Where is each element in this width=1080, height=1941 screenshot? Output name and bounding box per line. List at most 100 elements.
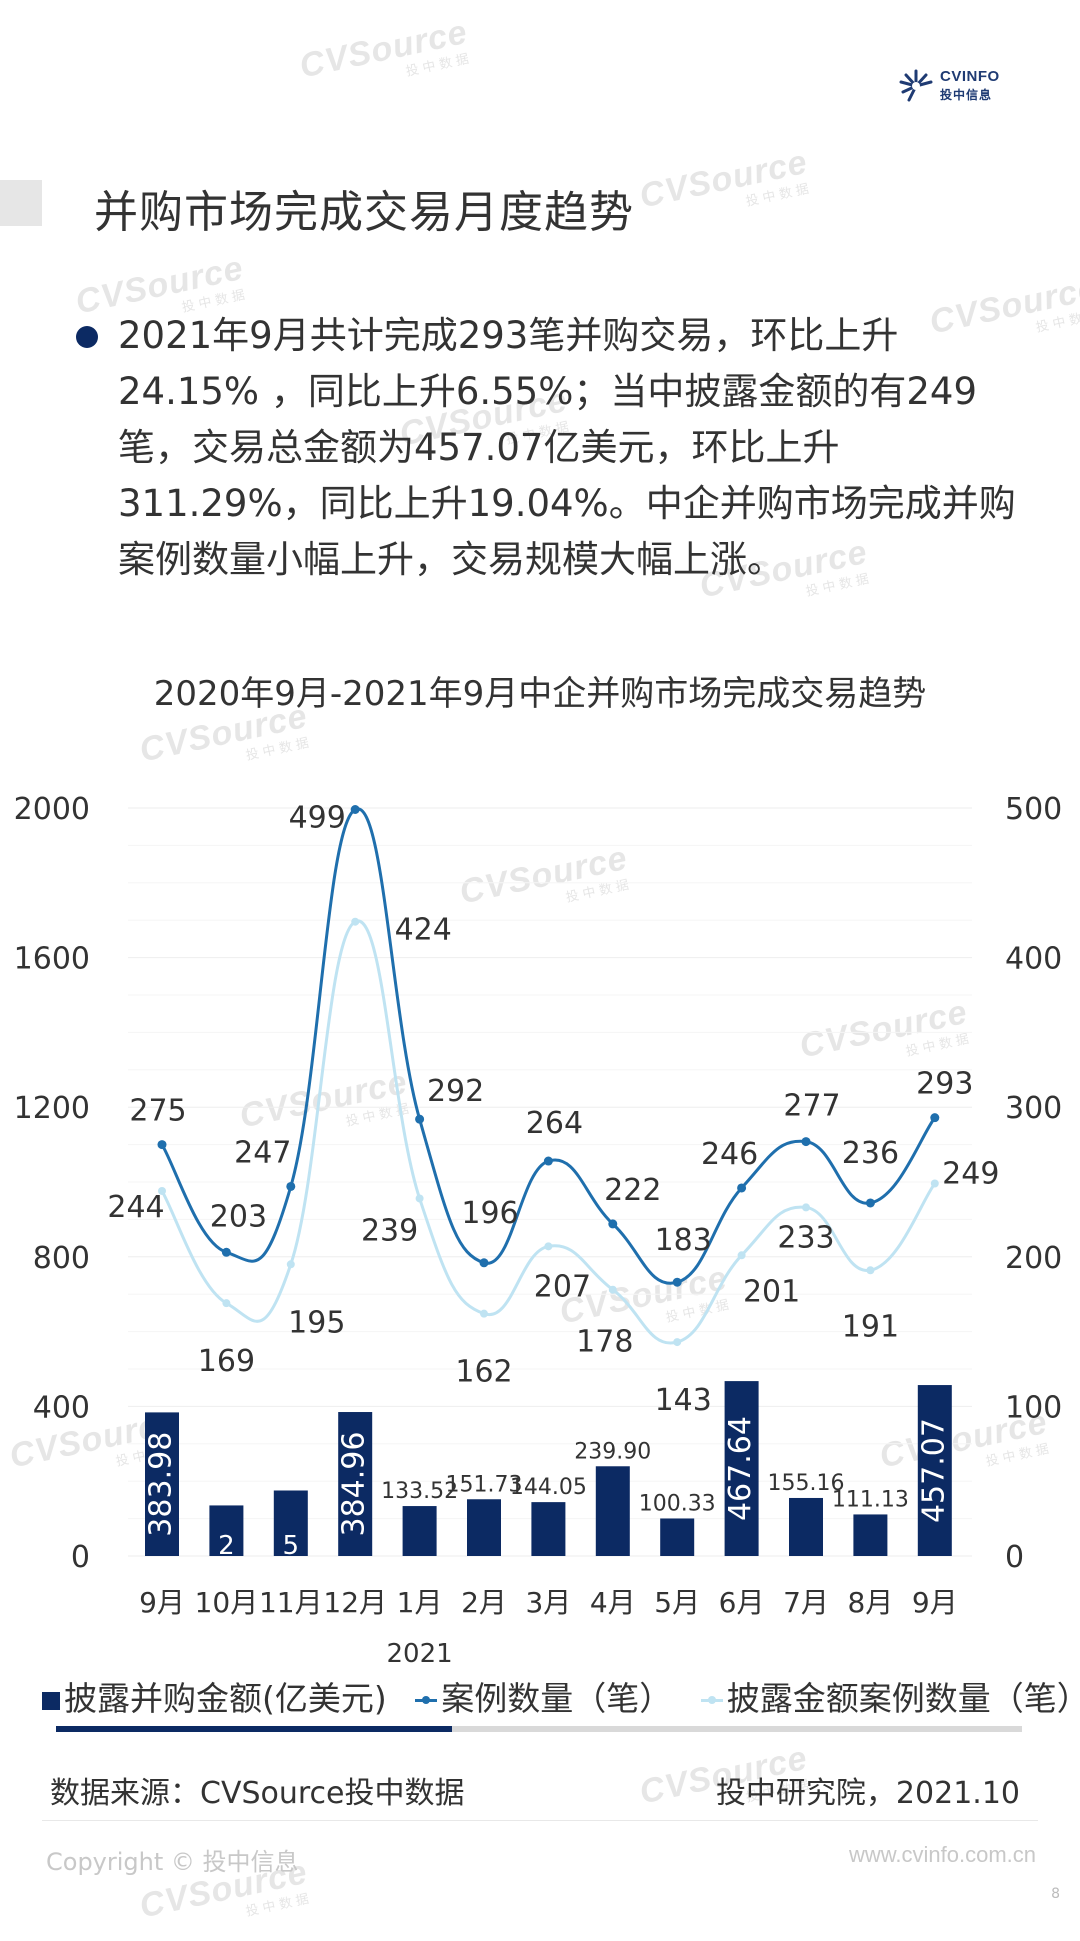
disclosed-count-point	[608, 1285, 617, 1294]
y-right-tick-label: 500	[1005, 792, 1062, 827]
amount-bar	[789, 1497, 823, 1556]
disclosed-count-label: 191	[842, 1309, 899, 1344]
y-left-tick-label: 1600	[14, 942, 90, 977]
deal-count-point	[350, 804, 360, 814]
deal-count-label: 264	[526, 1106, 583, 1141]
bar-data-label: 155.16	[768, 1471, 845, 1496]
x-tick-label: 2月	[461, 1586, 507, 1619]
deal-count-point	[801, 1137, 811, 1147]
y-right-tick-label: 200	[1005, 1241, 1062, 1276]
amount-bar	[917, 1385, 952, 1556]
disclosed-count-label: 424	[395, 913, 452, 948]
deal-count-point	[930, 1113, 940, 1123]
disclosed-count-label: 207	[534, 1269, 591, 1304]
company-logo: CVINFO 投中信息	[898, 66, 1018, 106]
disclosed-count-point	[930, 1179, 939, 1188]
x-tick-label: 11月	[259, 1586, 323, 1619]
legend-label: 披露并购金额(亿美元)	[64, 1679, 387, 1718]
institute-date: 投中研究院，2021.10	[715, 1776, 1020, 1811]
x-tick-label: 7月	[783, 1586, 829, 1619]
amount-bar	[145, 1412, 179, 1556]
deal-count-label: 222	[604, 1173, 661, 1208]
disclosed-count-label: 239	[361, 1213, 418, 1248]
amount-bar	[853, 1514, 888, 1556]
x-tick-label: 5月	[654, 1586, 700, 1619]
disclosed-count-point	[737, 1251, 746, 1260]
legend-item-disclosed: 披露金额案例数量（笔）	[700, 1672, 1080, 1720]
legend-bar-swatch	[42, 1691, 60, 1710]
deal-count-label: 196	[461, 1196, 518, 1231]
y-left-tick-label: 2000	[14, 792, 90, 827]
disclosed-count-label: 201	[743, 1274, 800, 1309]
logo-subtext: 投中信息	[940, 88, 993, 102]
bar-data-label: 384.96	[337, 1432, 372, 1537]
trend-chart: 0 400 800 1200 1600 2000 0 100 200 300 400 500 9月 10月…	[14, 792, 1063, 1669]
deal-count-label: 277	[783, 1089, 840, 1124]
deal-count-point	[608, 1219, 618, 1229]
disclosed-count-label: 195	[288, 1305, 345, 1340]
legend-line-swatch	[415, 1696, 438, 1704]
x-tick-label: 12月	[323, 1586, 387, 1619]
summary-text: 2021年9月共计完成293笔并购交易，环比上升24.15% ，同比上升6.55…	[118, 314, 1016, 581]
bullet-icon	[76, 326, 98, 348]
legend-line-swatch	[700, 1696, 723, 1704]
deal-count-point	[672, 1277, 682, 1287]
disclosed-count-point	[673, 1338, 682, 1347]
deal-count-label: 236	[842, 1136, 899, 1171]
bar-data-label: 100.33	[639, 1491, 716, 1516]
y-left-tick-label: 1200	[14, 1091, 90, 1126]
amount-bar	[338, 1412, 373, 1556]
deal-count-point	[737, 1183, 747, 1193]
amount-bar	[467, 1499, 501, 1556]
disclosed-count-point	[286, 1260, 295, 1269]
chart-title: 2020年9月-2021年9月中企并购市场完成交易趋势	[153, 674, 927, 714]
amount-bar	[273, 1490, 308, 1556]
amount-bar	[402, 1506, 437, 1556]
bar-data-label: 151.73	[446, 1472, 523, 1497]
disclosed-count-point	[158, 1186, 166, 1195]
bar-data-label: 383.98	[144, 1432, 179, 1537]
x-tick-label: 10月	[195, 1586, 259, 1619]
chart-legend: 披露并购金额(亿美元) 案例数量（笔） 披露金额案例数量（笔）	[42, 1672, 1080, 1722]
legend-item-deals: 案例数量（笔）	[415, 1672, 672, 1720]
data-source: 数据来源：CVSource投中数据	[50, 1776, 465, 1811]
x-tick-label: 3月	[525, 1586, 571, 1619]
page-number: 8	[1051, 1886, 1060, 1902]
y-left-tick-label: 800	[33, 1241, 90, 1276]
disclosed-count-point	[222, 1299, 231, 1308]
disclosed-count-label: 169	[198, 1344, 255, 1379]
y-left-tick-label: 400	[33, 1390, 90, 1425]
x-tick-label: 9月	[139, 1586, 185, 1619]
y-right-tick-label: 0	[1005, 1540, 1024, 1575]
deal-count-point	[479, 1258, 489, 1268]
slide-progress-fill	[56, 1726, 453, 1732]
bar-data-label: 111.13	[832, 1487, 909, 1512]
deal-count-point	[415, 1114, 425, 1124]
deal-count-label: 203	[210, 1199, 267, 1234]
deal-count-label: 293	[916, 1067, 973, 1102]
y-right-tick-label: 300	[1005, 1091, 1062, 1126]
x-tick-label: 4月	[590, 1586, 636, 1619]
bar-data-label: 457.07	[916, 1418, 951, 1523]
disclosed-count-point	[351, 917, 360, 926]
disclosed-count-point	[480, 1309, 488, 1318]
slide-progress-bar	[56, 1726, 1022, 1732]
logo-burst-icon	[899, 69, 933, 102]
website-link[interactable]: www.cvinfo.com.cn	[848, 1842, 1036, 1867]
deal-count-point	[157, 1140, 167, 1150]
disclosed-count-label: 244	[107, 1190, 164, 1225]
footer-divider	[42, 1820, 1038, 1821]
copyright: Copyright © 投中信息	[46, 1848, 299, 1876]
x-year-label: 2021	[387, 1639, 453, 1669]
deal-count-label: 499	[289, 800, 346, 835]
deal-count-point	[221, 1247, 231, 1257]
amount-bar	[531, 1502, 566, 1556]
bar-data-label: 133.52	[381, 1479, 458, 1504]
deal-count-label: 183	[655, 1223, 712, 1258]
page-title: 并购市场完成交易月度趋势	[94, 187, 634, 238]
bar-data-label: 5	[283, 1531, 300, 1561]
disclosed-count-label: 178	[576, 1325, 633, 1360]
disclosed-count-label: 162	[455, 1355, 512, 1390]
deal-count-point	[543, 1156, 553, 1166]
amount-bar	[724, 1381, 759, 1556]
